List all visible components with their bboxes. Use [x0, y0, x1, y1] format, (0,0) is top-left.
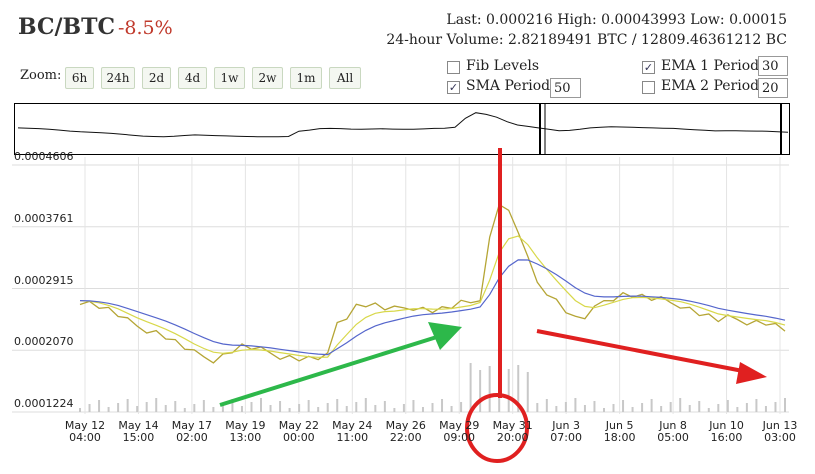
red-arrow-shaft	[536, 329, 749, 374]
navigator-panel[interactable]	[14, 103, 790, 155]
y-tick-label: 0.0002915	[14, 273, 74, 287]
y-tick-label: 0.0002070	[14, 335, 74, 349]
x-tick-time: 15:00	[122, 431, 155, 444]
zoom-2w[interactable]: 2w	[252, 67, 283, 89]
zoom-label: Zoom:	[20, 68, 62, 83]
pair-title: BC/BTC	[18, 14, 116, 40]
red-arrow-head	[736, 362, 767, 384]
x-tick-time: 11:00	[336, 431, 369, 444]
x-tick-date: Jun 8	[659, 419, 687, 432]
ema1-checkbox[interactable]: ✓	[642, 61, 655, 74]
x-tick-label: May 14 15:00	[113, 420, 163, 444]
zoom-1m[interactable]: 1m	[290, 67, 322, 89]
ema1-label: EMA 1 Period:	[661, 58, 764, 74]
zoom-2d[interactable]: 2d	[142, 67, 171, 89]
ema1-period-input[interactable]: 30	[758, 56, 788, 76]
low-value: 0.00015	[729, 12, 787, 28]
green-arrow-shaft	[219, 334, 441, 407]
sma-period-input[interactable]: 50	[550, 78, 581, 98]
zoom-4d[interactable]: 4d	[178, 67, 207, 89]
x-tick-label: Jun 5 18:00	[595, 420, 645, 444]
x-tick-date: Jun 13	[762, 419, 798, 432]
x-tick-date: May 26	[385, 419, 426, 432]
x-tick-label: May 19 13:00	[220, 420, 270, 444]
x-tick-date: May 29	[439, 419, 480, 432]
fib-checkbox[interactable]	[447, 61, 460, 74]
x-tick-label: Jun 13 03:00	[755, 420, 805, 444]
x-tick-date: May 24	[332, 419, 373, 432]
x-tick-date: May 14	[118, 419, 159, 432]
last-label: Last:	[446, 12, 482, 28]
sma-label: SMA Period:	[466, 78, 555, 94]
x-tick-date: Jun 10	[709, 419, 744, 432]
x-tick-time: 05:00	[657, 431, 689, 444]
x-tick-time: 03:00	[764, 431, 796, 444]
green-arrow-head	[428, 322, 462, 350]
x-tick-label: May 17 02:00	[167, 420, 217, 444]
x-tick-time: 22:00	[389, 431, 422, 444]
x-tick-label: Jun 10 16:00	[702, 420, 752, 444]
market-stats: Last: 0.000216 High: 0.00043993 Low: 0.0…	[386, 12, 787, 48]
y-tick-label: 0.0003761	[14, 211, 74, 225]
x-tick-time: 16:00	[710, 431, 743, 444]
red-circle	[465, 393, 529, 463]
volume-label: 24-hour Volume:	[386, 32, 504, 48]
y-tick-label: 0.0004606	[14, 150, 74, 163]
x-tick-label: May 31 20:00	[488, 420, 538, 444]
x-tick-label: Jun 8 05:00	[648, 420, 698, 444]
high-label: High:	[557, 12, 597, 28]
price-line	[79, 203, 786, 364]
y-tick-label: 0.0001224	[14, 397, 74, 410]
last-value: 0.000216	[486, 12, 553, 28]
ema2-checkbox[interactable]	[642, 81, 655, 94]
zoom-all[interactable]: All	[329, 67, 361, 89]
x-tick-date: Jun 3	[552, 419, 580, 432]
volume-btc: 2.82189491 BTC	[508, 32, 628, 48]
x-tick-label: May 26 22:00	[381, 420, 431, 444]
low-label: Low:	[690, 12, 725, 28]
x-tick-label: May 22 00:00	[274, 420, 324, 444]
x-tick-time: 04:00	[69, 431, 101, 444]
ema-line	[79, 235, 786, 358]
x-tick-time: 09:00	[443, 431, 476, 444]
x-tick-time: 00:00	[282, 431, 315, 444]
volume-bc: 12809.46361212 BC	[641, 32, 787, 48]
x-tick-time: 13:00	[229, 431, 262, 444]
x-tick-date: May 22	[278, 419, 319, 432]
x-tick-date: May 31	[492, 419, 533, 432]
x-tick-time: 20:00	[496, 431, 529, 444]
fib-label: Fib Levels	[466, 58, 540, 74]
x-tick-date: May 17	[171, 419, 213, 432]
sma-checkbox[interactable]: ✓	[447, 81, 460, 94]
ema2-label: EMA 2 Period:	[661, 78, 764, 94]
zoom-1w[interactable]: 1w	[214, 67, 245, 89]
zoom-24h[interactable]: 24h	[101, 67, 135, 89]
x-tick-label: May 24 11:00	[327, 420, 377, 444]
navigator-line	[17, 112, 789, 138]
x-tick-date: Jun 5	[605, 419, 634, 432]
x-tick-label: Jun 3 07:00	[541, 420, 591, 444]
x-tick-label: May 29 09:00	[434, 420, 484, 444]
x-tick-date: May 12	[64, 419, 106, 432]
high-value: 0.00043993	[601, 12, 686, 28]
x-tick-time: 07:00	[550, 431, 582, 444]
price-change: -8.5%	[118, 17, 173, 39]
ema2-period-input[interactable]: 20	[758, 78, 788, 98]
zoom-6h[interactable]: 6h	[65, 67, 94, 89]
sma-line	[79, 259, 786, 356]
x-tick-time: 02:00	[176, 431, 208, 444]
x-tick-label: May 12 04:00	[60, 420, 110, 444]
x-tick-date: May 19	[225, 419, 266, 432]
x-tick-time: 18:00	[603, 431, 636, 444]
